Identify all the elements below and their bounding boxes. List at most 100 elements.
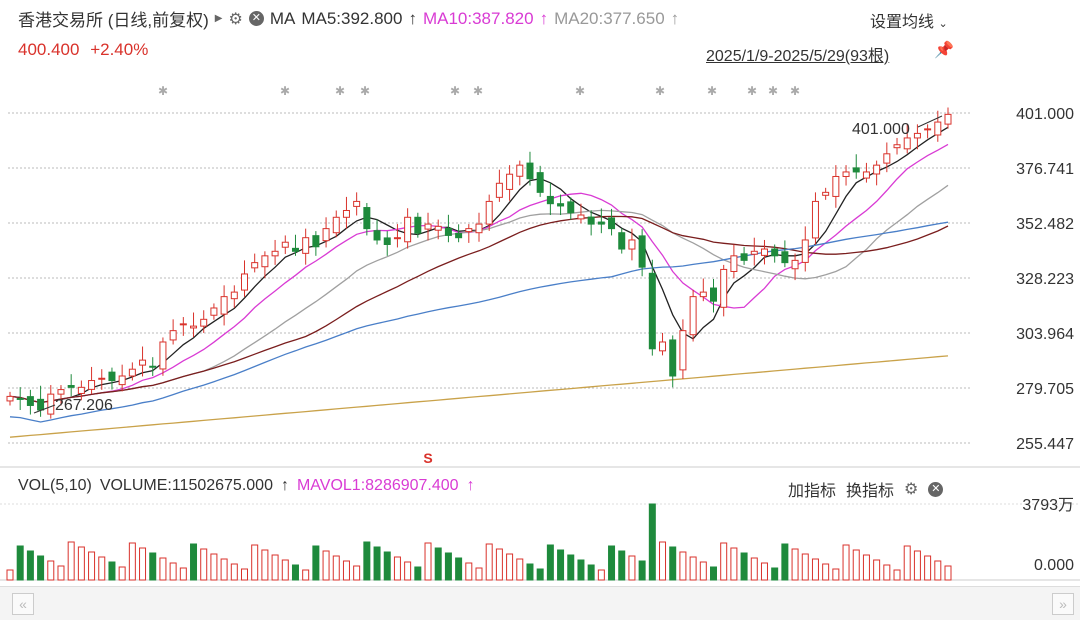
candle-body xyxy=(291,247,299,252)
scroll-right-button[interactable]: » xyxy=(1052,593,1074,615)
volume-bar xyxy=(811,558,819,581)
volume-bar xyxy=(220,558,228,581)
settings-ma-button[interactable]: 设置均线 ⌄ xyxy=(870,8,948,32)
volume-bar xyxy=(118,566,126,581)
event-marker-icon: ✱ xyxy=(473,84,483,98)
candle-body xyxy=(281,241,289,248)
volume-bar xyxy=(261,549,269,581)
mavol-arrow: ↑ xyxy=(466,477,475,494)
volume-bar xyxy=(88,551,96,581)
mavol-value: MAVOL1:8286907.400 xyxy=(296,477,459,494)
candle-body xyxy=(98,377,106,380)
dropdown-arrow-icon[interactable]: ▶ xyxy=(214,13,223,24)
candle-body xyxy=(628,239,636,250)
candle-body xyxy=(638,235,646,268)
volume-bar xyxy=(475,567,483,581)
volume-bar xyxy=(506,553,514,581)
volume-value: VOLUME:11502675.000 xyxy=(99,477,273,494)
candle-body xyxy=(750,250,758,255)
volume-header: VOL(5,10) VOLUME:11502675.000 ↑ MAVOL1:8… xyxy=(18,477,475,495)
candle xyxy=(699,278,707,302)
event-marker-icon: ✱ xyxy=(747,84,757,98)
volume-bar xyxy=(434,547,442,581)
volume-bar xyxy=(760,562,768,581)
volume-bar xyxy=(944,565,952,581)
candle xyxy=(791,253,799,281)
volume-bar xyxy=(302,569,310,581)
volume-bar xyxy=(57,565,65,581)
candle xyxy=(37,385,45,417)
candle-body xyxy=(179,323,187,326)
y-tick-label: 279.705 xyxy=(1016,381,1074,398)
volume-bar xyxy=(862,554,870,581)
candle-body xyxy=(791,259,799,270)
candle-body xyxy=(26,396,34,406)
gear-icon[interactable]: ⚙ xyxy=(228,10,243,28)
volume-bar xyxy=(37,555,45,581)
horizontal-scrollbar[interactable]: « » xyxy=(0,586,1080,620)
candle-body xyxy=(57,389,65,395)
add-indicator-button[interactable]: 加指标 xyxy=(788,483,837,500)
volume-bar xyxy=(149,552,157,581)
volume-bar xyxy=(689,556,697,581)
volume-bar xyxy=(190,543,198,581)
candle xyxy=(139,346,147,377)
pin-icon[interactable]: 📌 xyxy=(934,42,954,59)
candle-body xyxy=(546,195,554,205)
candle xyxy=(363,203,371,236)
candle xyxy=(842,165,850,186)
candle xyxy=(669,335,677,388)
candle xyxy=(648,259,656,356)
candle xyxy=(302,228,310,265)
high-price-label: 401.000 xyxy=(852,121,910,138)
candle-body xyxy=(924,128,932,131)
close-icon[interactable]: ✕ xyxy=(248,11,264,26)
candle xyxy=(159,337,167,376)
candle xyxy=(587,210,595,236)
date-range[interactable]: 2025/1/9-2025/5/29(93根) xyxy=(706,48,890,65)
annotations: 401.000 267.206 S ✱ ✱ ✱ ✱ ✱ ✱ ✱ ✱ ✱ ✱ ✱ ✱ xyxy=(33,84,943,466)
volume-bar xyxy=(444,552,452,581)
candle-body xyxy=(801,239,809,263)
candle-body xyxy=(190,325,198,329)
candle-body xyxy=(424,223,432,230)
y-tick-label: 401.000 xyxy=(1016,106,1074,123)
volume-bar xyxy=(291,564,299,581)
candle xyxy=(241,260,248,297)
volume-bar xyxy=(842,544,850,581)
volume-toolbar: 加指标 换指标 ⚙ ✕ xyxy=(788,477,944,501)
ma30-line xyxy=(9,215,949,404)
candle-body xyxy=(342,209,350,218)
candle xyxy=(679,319,687,379)
volume-bar xyxy=(6,569,14,581)
candle-body xyxy=(37,398,45,411)
candle-body xyxy=(760,248,768,256)
volume-bar xyxy=(363,541,371,581)
gear-icon[interactable]: ⚙ xyxy=(904,481,919,498)
candle xyxy=(873,160,881,186)
volume-bar xyxy=(750,557,758,581)
candle-body xyxy=(322,228,330,242)
candle xyxy=(913,124,921,150)
close-icon[interactable]: ✕ xyxy=(928,481,944,497)
volume-bar xyxy=(720,542,728,581)
chevron-down-icon: ⌄ xyxy=(938,18,948,30)
candle-body xyxy=(149,365,157,368)
switch-indicator-button[interactable]: 换指标 xyxy=(846,483,895,500)
volume-bar xyxy=(628,555,636,581)
candle xyxy=(750,237,758,266)
candle-body xyxy=(811,200,819,239)
scroll-left-button[interactable]: « xyxy=(12,593,34,615)
candle-body xyxy=(302,237,310,254)
volume-bar xyxy=(546,544,554,581)
candle-body xyxy=(689,296,697,336)
event-marker-icon: ✱ xyxy=(768,84,778,98)
y-tick-label: 352.482 xyxy=(1016,216,1074,233)
volume-bar xyxy=(128,542,136,581)
volume-bar xyxy=(893,569,901,581)
candle xyxy=(149,357,157,376)
candle xyxy=(108,367,116,390)
candle-body xyxy=(893,144,901,149)
candle xyxy=(577,203,585,224)
